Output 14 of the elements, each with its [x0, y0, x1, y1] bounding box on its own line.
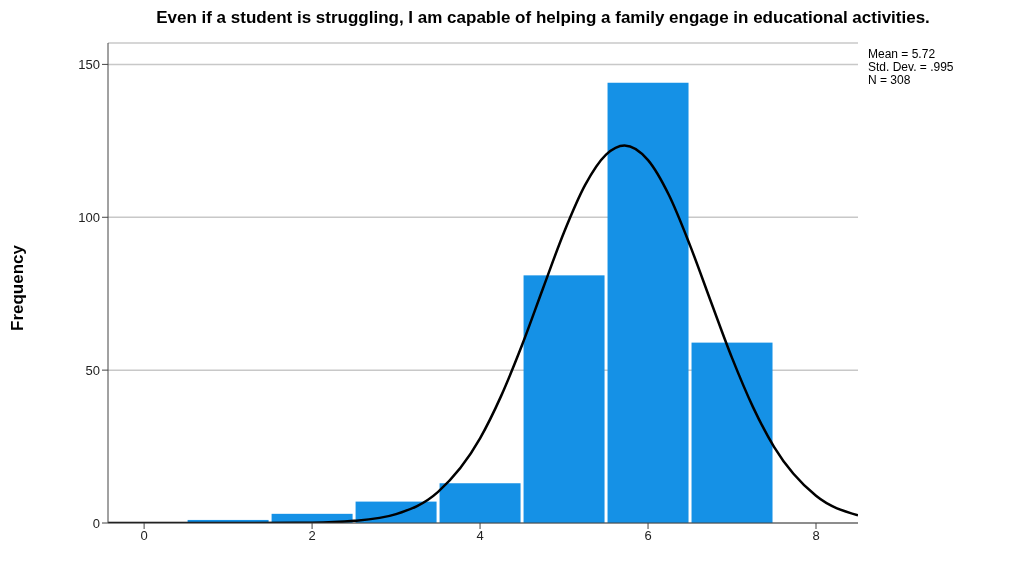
y-tick-label: 100	[78, 209, 100, 225]
x-tick-label: 2	[308, 528, 316, 544]
x-tick-label: 0	[140, 528, 148, 544]
x-tick-label: 6	[644, 528, 652, 544]
text: Std. Dev. = .995	[868, 60, 954, 74]
y-tick-label: 150	[78, 57, 100, 73]
x-tick-label: 4	[476, 528, 484, 544]
chart-title: Even if a student is struggling, I am capable of helping a family engage in educational activities.	[155, 8, 931, 28]
y-axis-title: Frequency	[8, 245, 28, 331]
text: Mean = 5.72	[868, 47, 937, 61]
y-tick-label: 0	[92, 515, 100, 531]
y-tick-label: 50	[85, 362, 100, 378]
text: N = 308	[868, 73, 912, 87]
x-tick-label: 8	[812, 528, 820, 544]
